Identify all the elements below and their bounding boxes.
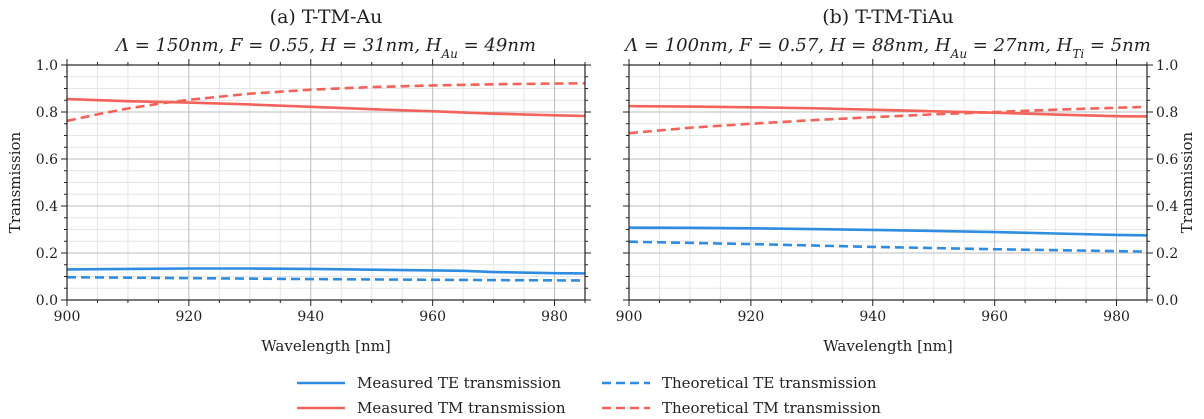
legend-label: Theoretical TM transmission (662, 399, 881, 417)
x-tick-label: 900 (54, 309, 81, 325)
y-tick-label: 0.8 (36, 105, 58, 121)
y-tick-label: 0.4 (1156, 199, 1178, 215)
series-line-measured-te-transmission (66, 267, 586, 275)
x-tick-label: 940 (297, 309, 324, 325)
y-tick-label: 0.8 (1156, 105, 1178, 121)
legend-label: Measured TM transmission (357, 399, 566, 417)
legend-item: Measured TM transmission (297, 399, 566, 417)
y-tick-label: 0.4 (36, 199, 58, 215)
y-tick-label: 0.6 (1156, 152, 1178, 168)
series-line-measured-tm-transmission (66, 97, 586, 118)
legend: Measured TE transmission Theoretical TE t… (297, 374, 881, 417)
chart-subtitle: Λ = 150nm, F = 0.55, H = 31nm, HAu = 49n… (114, 35, 536, 61)
legend-label: Measured TE transmission (357, 374, 561, 392)
x-axis-label: Wavelength [nm] (261, 337, 390, 355)
legend-label: Theoretical TE transmission (662, 374, 877, 392)
chart-subtitle: Λ = 100nm, F = 0.57, H = 88nm, HAu = 27n… (623, 35, 1151, 61)
series-line-theoretical-tm-transmission (628, 105, 1148, 135)
y-tick-label: 0.6 (36, 152, 58, 168)
y-tick-label: 0.2 (36, 246, 58, 262)
ticks (623, 59, 1153, 306)
panel-a: 900 920 940 960 980 0.0 0.2 0.4 0.6 0.8 1.0 Wavelen… (6, 6, 591, 355)
series-line-measured-te-transmission (628, 226, 1148, 237)
legend-item: Measured TE transmission (297, 374, 561, 392)
x-tick-label: 980 (541, 309, 568, 325)
x-tick-label: 980 (1103, 309, 1130, 325)
legend-item: Theoretical TE transmission (602, 374, 877, 392)
series-group (66, 82, 586, 282)
chart-title: (a) T-TM-Au (270, 6, 383, 28)
y-tick-label: 0.0 (36, 293, 58, 309)
series-line-measured-tm-transmission (628, 104, 1148, 118)
x-tick-label: 900 (616, 309, 643, 325)
x-tick-label: 940 (859, 309, 886, 325)
x-tick-label: 920 (176, 309, 203, 325)
x-tick-label: 960 (981, 309, 1008, 325)
y-axis-label: Transmission (6, 131, 24, 233)
x-tick-label: 960 (419, 309, 446, 325)
y-tick-label: 1.0 (36, 58, 58, 74)
series-group (628, 104, 1148, 253)
series-line-theoretical-te-transmission (66, 275, 586, 282)
y-tick-label: 1.0 (1156, 58, 1178, 74)
chart-title: (b) T-TM-TiAu (822, 6, 954, 28)
panel-b: 900 920 940 960 980 0.0 0.2 0.4 0.6 0.8 1.0 Wavelen… (616, 6, 1196, 355)
y-tick-label: 0.2 (1156, 246, 1178, 262)
grid (66, 64, 586, 301)
y-tick-label: 0.0 (1156, 293, 1178, 309)
series-line-theoretical-tm-transmission (66, 82, 586, 123)
y-axis-label: Transmission (1178, 131, 1196, 233)
ticks (61, 59, 591, 306)
x-axis-label: Wavelength [nm] (823, 337, 952, 355)
x-tick-label: 920 (738, 309, 765, 325)
grid (628, 64, 1148, 301)
legend-item: Theoretical TM transmission (602, 399, 881, 417)
series-line-theoretical-te-transmission (628, 240, 1148, 253)
